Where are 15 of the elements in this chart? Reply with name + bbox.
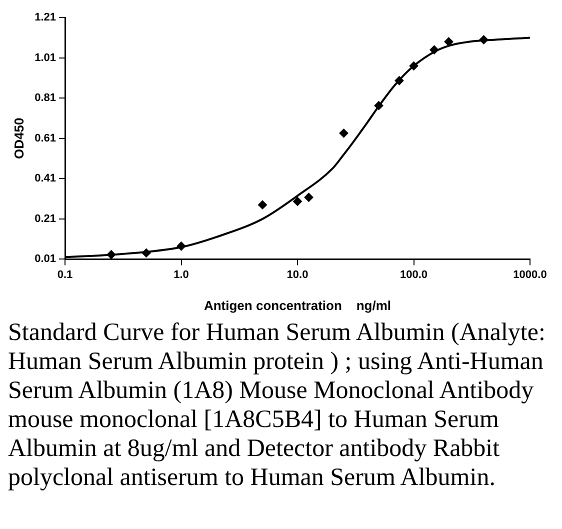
x-tick-label: 1.0 (174, 268, 189, 281)
x-tick-label: 1000.0 (513, 268, 547, 281)
y-tick-label: 1.21 (34, 12, 56, 24)
x-tick-label: 100.0 (400, 268, 428, 281)
y-tick-label: 0.01 (34, 253, 56, 266)
y-tick-label: 0.81 (34, 92, 56, 104)
y-tick-label: 0.61 (34, 132, 56, 144)
x-axis-title: Antigen concentration ng/ml (204, 298, 392, 313)
y-axis-title: OD450 (11, 118, 26, 159)
y-tick-label: 1.01 (34, 52, 56, 64)
x-tick-label: 0.1 (57, 268, 73, 281)
text: Standard Curve for Human Serum Albumin (Analyte: Human Serum Albumin protein ) ; using Anti-Human Serum Albumin (1A8) Mouse Monoclonal Antibody mouse monoclonal [1A8C5B4] to Human Serum Albumin at 8ug/ml and Detector antibody Rabbit polyclonal antiserum to Human Serum Albumin. (8, 318, 546, 492)
y-tick-label: 0.41 (34, 172, 56, 185)
y-tick-label: 0.21 (34, 212, 56, 225)
x-tick-label: 10.0 (286, 268, 308, 281)
